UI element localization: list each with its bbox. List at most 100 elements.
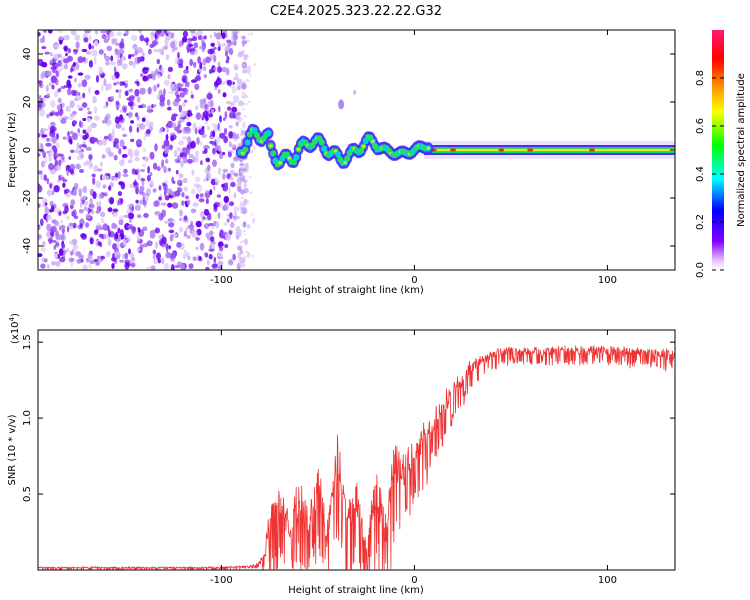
noise-blob <box>242 50 245 54</box>
noise-blob <box>242 221 247 228</box>
noise-blob <box>55 164 62 171</box>
noise-blob <box>185 65 189 71</box>
trace-outlier <box>338 99 345 110</box>
noise-blob <box>213 186 216 191</box>
noise-blob <box>86 129 90 133</box>
noise-blob <box>235 121 239 127</box>
noise-blob <box>188 153 194 159</box>
noise-blob <box>101 33 107 40</box>
noise-blob <box>182 30 188 38</box>
noise-blob <box>171 219 176 223</box>
noise-blob <box>228 124 233 129</box>
noise-blob <box>53 147 58 154</box>
noise-blob <box>61 64 66 70</box>
noise-blob <box>108 229 111 238</box>
noise-blob <box>97 168 103 172</box>
noise-blob <box>178 173 184 179</box>
noise-blob <box>49 52 53 57</box>
noise-blob <box>213 55 217 63</box>
noise-blob <box>77 56 84 64</box>
noise-blob <box>169 234 174 242</box>
noise-blob <box>128 60 134 66</box>
noise-blob <box>99 211 106 218</box>
noise-blob <box>71 238 78 246</box>
noise-blob <box>193 183 200 188</box>
noise-blob <box>165 33 169 37</box>
noise-blob <box>145 39 149 46</box>
noise-blob <box>242 70 246 73</box>
noise-blob <box>245 66 252 75</box>
noise-blob <box>54 43 59 49</box>
noise-blob <box>109 182 114 188</box>
noise-blob <box>223 195 230 204</box>
noise-blob <box>153 258 158 265</box>
chart-title: C2E4.2025.323.22.22.G32 <box>270 4 442 19</box>
noise-blob <box>53 91 59 98</box>
noise-blob <box>178 140 185 146</box>
noise-blob <box>134 157 140 162</box>
noise-blob <box>190 30 196 34</box>
noise-blob <box>207 172 212 181</box>
noise-blob <box>222 185 228 192</box>
noise-blob <box>113 66 117 73</box>
noise-blob <box>51 136 57 144</box>
noise-blob <box>82 141 86 145</box>
noise-blob <box>40 263 46 269</box>
noise-blob <box>119 259 125 263</box>
noise-blob <box>166 126 169 134</box>
snr-axes: -100 0 100 0.5 1.0 1.5 <box>22 330 675 586</box>
noise-blob <box>247 32 251 36</box>
noise-blob <box>142 163 146 168</box>
noise-blob <box>62 182 66 188</box>
noise-blob <box>129 53 135 57</box>
noise-blob <box>113 141 116 148</box>
noise-blob <box>81 102 88 108</box>
noise-blob <box>243 55 248 61</box>
noise-blob <box>61 176 65 181</box>
noise-blob <box>195 237 200 241</box>
noise-blob <box>69 163 76 172</box>
noise-blob <box>98 66 104 75</box>
noise-blob <box>209 99 214 108</box>
noise-blob <box>203 144 210 150</box>
noise-blob <box>229 176 234 181</box>
noise-blob <box>247 251 250 258</box>
noise-blob <box>101 154 106 159</box>
noise-blob <box>160 257 165 265</box>
noise-blob <box>206 164 211 172</box>
noise-blob <box>237 251 242 260</box>
noise-blob <box>136 214 142 219</box>
noise-blob <box>233 211 238 217</box>
noise-blob <box>49 168 56 175</box>
noise-blob <box>149 44 155 48</box>
noise-blob <box>156 94 160 101</box>
noise-blob <box>178 87 185 92</box>
noise-blob <box>67 48 72 54</box>
noise-blob <box>69 204 74 210</box>
noise-blob <box>89 259 96 264</box>
noise-blob <box>50 231 55 238</box>
noise-blob <box>77 128 80 134</box>
noise-blob <box>131 168 136 175</box>
noise-blob <box>228 186 231 195</box>
noise-blob <box>134 88 140 97</box>
noise-blob <box>121 56 127 61</box>
noise-blob <box>170 115 177 122</box>
noise-blob <box>178 63 184 69</box>
noise-blob <box>130 138 135 143</box>
noise-blob <box>149 151 155 160</box>
noise-blob <box>147 188 152 195</box>
noise-blob <box>233 136 240 140</box>
noise-blob <box>227 106 232 111</box>
noise-blob <box>86 107 90 111</box>
noise-blob <box>84 30 91 34</box>
noise-blob <box>240 201 243 204</box>
noise-blob <box>238 100 244 106</box>
spectrogram-y-tick-label: -20 <box>22 190 33 206</box>
noise-blob <box>57 59 62 67</box>
noise-blob <box>156 83 160 88</box>
spectrogram-panel: -100 0 100 -40 -20 0 20 40 Height of straight l… <box>7 29 676 296</box>
noise-blob <box>191 169 195 176</box>
noise-blob <box>186 147 191 154</box>
noise-blob <box>215 32 222 40</box>
